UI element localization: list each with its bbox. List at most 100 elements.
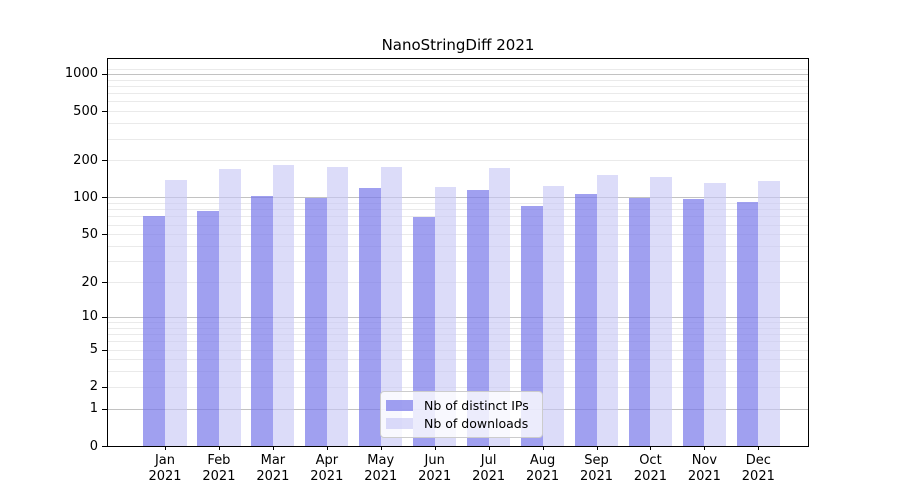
x-tick-May-2021 <box>380 446 382 450</box>
bar-downloads-May-2021 <box>380 167 403 446</box>
bar-distinct-ips-Jan-2021 <box>143 215 165 446</box>
bar-distinct-ips-Dec-2021 <box>736 202 759 446</box>
y-tick-label-0: 0 <box>89 438 98 454</box>
bar-distinct-ips-Aug-2021 <box>520 206 543 446</box>
bar-distinct-ips-Sep-2021 <box>574 194 597 446</box>
y-tick-50 <box>102 234 107 236</box>
y-tick-label-1: 1 <box>89 401 98 417</box>
x-tick-Mar-2021 <box>272 446 274 450</box>
gridline-minor-500 <box>108 111 808 113</box>
bar-distinct-ips-Mar-2021 <box>251 195 273 446</box>
bar-downloads-Jan-2021 <box>165 179 187 446</box>
bar-downloads-Oct-2021 <box>650 176 673 446</box>
y-tick-label-1000: 1000 <box>64 66 98 82</box>
bar-distinct-ips-Apr-2021 <box>305 198 327 446</box>
gridline-minor-700 <box>108 93 808 95</box>
y-tick-label-100: 100 <box>73 189 98 205</box>
bar-distinct-ips-Jul-2021 <box>467 190 489 446</box>
x-tick-Nov-2021 <box>704 446 706 450</box>
gridline-minor-20 <box>108 282 808 284</box>
y-tick-label-10: 10 <box>81 309 98 325</box>
bar-downloads-Nov-2021 <box>704 182 726 446</box>
y-tick-label-200: 200 <box>73 152 98 168</box>
x-tick-Feb-2021 <box>218 446 220 450</box>
gridline-minor-600 <box>108 101 808 103</box>
y-tick-label-50: 50 <box>81 226 98 242</box>
plot-area <box>107 58 809 447</box>
x-tick-Jan-2021 <box>165 446 166 450</box>
gridline-minor-9 <box>108 322 808 323</box>
x-tick-label-May-2021: May 2021 <box>364 453 398 484</box>
bar-downloads-Apr-2021 <box>326 166 349 446</box>
y-tick-label-500: 500 <box>73 103 98 119</box>
gridline-minor-40 <box>108 246 808 247</box>
legend-swatch-downloads <box>386 418 413 429</box>
bar-downloads-Jun-2021 <box>434 186 457 446</box>
y-tick-1 <box>102 408 107 410</box>
x-tick-label-Jul-2021: Jul 2021 <box>472 453 506 484</box>
bar-distinct-ips-Oct-2021 <box>628 198 651 446</box>
gridline-minor-90 <box>108 203 808 205</box>
gridline-minor-80 <box>108 209 808 211</box>
gridline-minor-1100 <box>108 68 808 70</box>
y-tick-500 <box>102 111 107 113</box>
x-tick-label-Apr-2021: Apr 2021 <box>310 453 344 484</box>
gridline-minor-300 <box>108 138 808 140</box>
x-tick-Dec-2021 <box>758 446 760 450</box>
x-tick-label-Dec-2021: Dec 2021 <box>741 453 775 484</box>
x-tick-label-Feb-2021: Feb 2021 <box>202 453 236 484</box>
gridline-minor-900 <box>108 79 808 81</box>
gridline-minor-7 <box>108 334 808 336</box>
bar-distinct-ips-May-2021 <box>359 187 381 446</box>
gridline-minor-50 <box>108 234 808 236</box>
legend: Nb of distinct IPs Nb of downloads <box>380 391 543 438</box>
gridline-minor-6 <box>108 341 808 343</box>
y-tick-20 <box>102 282 107 284</box>
y-tick-10 <box>102 316 107 318</box>
y-tick-100 <box>102 197 107 199</box>
x-tick-label-Mar-2021: Mar 2021 <box>256 453 290 484</box>
gridline-minor-2 <box>108 386 808 388</box>
y-tick-1000 <box>102 73 107 75</box>
x-tick-label-Oct-2021: Oct 2021 <box>633 453 667 484</box>
legend-item-distinct-ips: Nb of distinct IPs <box>386 398 532 413</box>
legend-label-distinct-ips: Nb of distinct IPs <box>424 398 529 413</box>
legend-item-downloads: Nb of downloads <box>386 416 532 431</box>
x-tick-Jul-2021 <box>488 446 490 450</box>
gridline-minor-3 <box>108 371 808 373</box>
gridline-minor-30 <box>108 261 808 263</box>
x-tick-label-Jan-2021: Jan 2021 <box>148 453 182 484</box>
x-tick-label-Nov-2021: Nov 2021 <box>687 453 721 484</box>
gridline-major-100 <box>108 197 808 199</box>
bar-downloads-Dec-2021 <box>758 181 780 446</box>
gridline-minor-800 <box>108 85 808 87</box>
bar-downloads-Jul-2021 <box>488 167 511 446</box>
gridline-minor-4 <box>108 359 808 361</box>
bar-downloads-Feb-2021 <box>218 169 241 446</box>
bar-distinct-ips-Feb-2021 <box>197 211 219 446</box>
bar-distinct-ips-Jun-2021 <box>413 217 435 446</box>
x-tick-Aug-2021 <box>542 446 544 450</box>
gridline-major-1000 <box>108 73 808 75</box>
x-tick-Jun-2021 <box>434 446 436 450</box>
chart-title: NanoStringDiff 2021 <box>381 36 535 54</box>
gridline-minor-8 <box>108 327 808 329</box>
x-tick-label-Sep-2021: Sep 2021 <box>579 453 614 484</box>
y-tick-0 <box>102 446 107 447</box>
gridline-major-10 <box>108 316 808 318</box>
gridline-minor-70 <box>108 216 808 218</box>
gridline-minor-400 <box>108 123 808 125</box>
y-tick-label-2: 2 <box>89 379 98 395</box>
gridline-minor-200 <box>108 160 808 162</box>
x-tick-Apr-2021 <box>326 446 328 450</box>
y-tick-2 <box>102 386 107 388</box>
bar-downloads-Sep-2021 <box>596 174 619 446</box>
gridline-minor-60 <box>108 224 808 226</box>
x-tick-label-Jun-2021: Jun 2021 <box>418 453 452 484</box>
x-tick-Sep-2021 <box>596 446 598 450</box>
bar-distinct-ips-Nov-2021 <box>682 199 705 446</box>
bar-downloads-Mar-2021 <box>272 165 295 446</box>
y-tick-5 <box>102 349 107 351</box>
gridline-minor-5 <box>108 349 808 351</box>
